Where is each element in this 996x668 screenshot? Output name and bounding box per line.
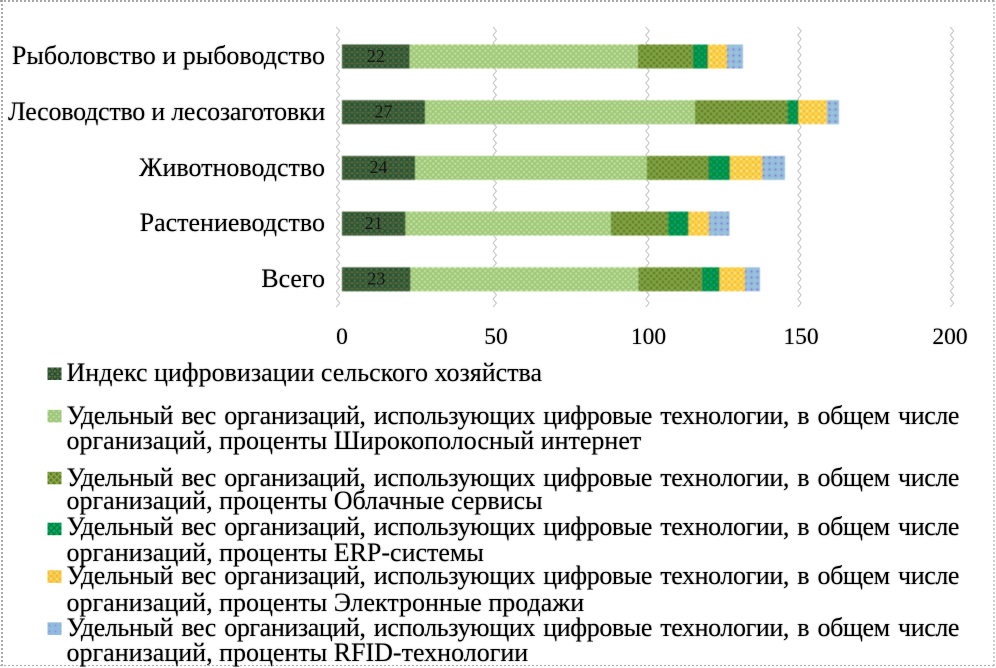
svg-text:21: 21 (365, 213, 383, 233)
svg-text:24: 24 (370, 157, 388, 177)
svg-text:23: 23 (367, 269, 385, 289)
svg-text:27: 27 (375, 102, 393, 122)
svg-text:22: 22 (367, 46, 385, 66)
